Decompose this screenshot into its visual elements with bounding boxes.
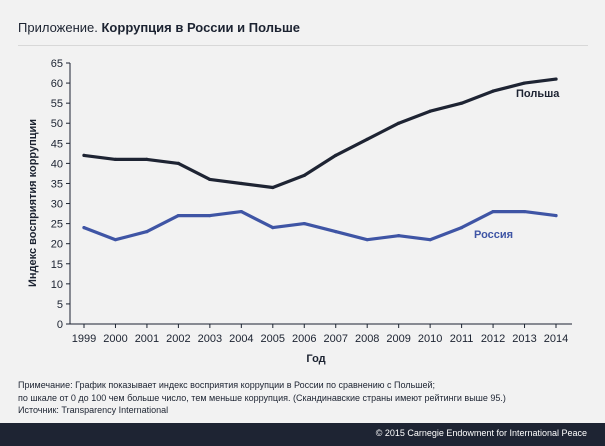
chart-axes xyxy=(69,63,572,325)
series-point xyxy=(145,230,149,234)
series-point xyxy=(113,157,118,161)
series-point xyxy=(554,213,558,218)
y-tick-label: 25 xyxy=(51,219,63,231)
series-point xyxy=(239,181,243,186)
x-tick-label: 2002 xyxy=(166,333,190,345)
x-axis-ticks: 1999 2000 2001 2002 2003 2004 2005 2006 2007 2008… xyxy=(72,324,568,345)
y-tick-label: 0 xyxy=(57,319,63,331)
series-point xyxy=(460,226,464,230)
chart-series: Польша Россия xyxy=(82,77,560,242)
series-label: Польша xyxy=(516,88,560,100)
x-tick-label: 2014 xyxy=(544,333,568,345)
y-tick-label: 50 xyxy=(51,118,63,130)
series-point xyxy=(460,101,464,105)
x-tick-label: 2001 xyxy=(135,333,159,345)
series-line xyxy=(82,77,558,190)
y-tick-label: 20 xyxy=(51,239,63,251)
series-point xyxy=(491,209,495,214)
x-tick-label: 2012 xyxy=(481,333,505,345)
y-tick-label: 5 xyxy=(57,299,63,311)
series-point xyxy=(113,238,118,242)
series-point xyxy=(82,153,86,157)
chart-header: Приложение. Коррупция в России и Польше xyxy=(18,12,588,46)
series-point xyxy=(334,153,338,157)
series-point xyxy=(302,173,306,178)
y-tick-label: 45 xyxy=(51,138,63,150)
x-tick-label: 2000 xyxy=(103,333,127,345)
title-main: Коррупция в России и Польше xyxy=(101,20,301,35)
x-tick-label: 1999 xyxy=(72,333,96,345)
series-point xyxy=(239,209,243,214)
note-line-2: по шкале от 0 до 100 чем больше число, т… xyxy=(18,392,506,403)
y-axis-ticks: 0 5 10 15 20 25 30 35 40 45 50 55 60 65 xyxy=(51,58,70,331)
copyright-text: © 2015 Carnegie Endowment for Internatio… xyxy=(375,428,587,438)
series-point xyxy=(176,161,180,165)
series-point xyxy=(428,238,432,242)
line-chart: 0 5 10 15 20 25 30 35 40 45 50 55 60 65 1999 2000 2001 2… xyxy=(27,58,572,365)
series-point xyxy=(82,226,86,230)
note-line-1: Примечание: График показывает индекс вос… xyxy=(18,380,436,390)
series-point xyxy=(145,157,149,161)
series-point xyxy=(176,213,180,218)
series-point xyxy=(302,222,306,226)
x-tick-label: 2008 xyxy=(355,333,379,345)
title-prefix: Приложение. xyxy=(18,20,98,35)
series-point xyxy=(271,226,275,230)
series-label: Россия xyxy=(474,229,513,241)
series-point xyxy=(208,177,212,182)
series-line xyxy=(82,210,558,242)
x-tick-label: 2007 xyxy=(323,333,347,345)
series-point xyxy=(428,109,432,113)
chart-title: Приложение. Коррупция в России и Польше xyxy=(18,20,300,35)
series-point xyxy=(397,234,401,238)
x-axis-title: Год xyxy=(306,353,325,365)
chart-notes: Примечание: График показывает индекс вос… xyxy=(18,379,598,417)
x-tick-label: 2004 xyxy=(229,333,253,345)
series-point xyxy=(365,137,369,141)
series-point xyxy=(522,209,527,214)
y-tick-label: 30 xyxy=(51,199,63,211)
y-axis-title: Индекс восприятия коррупции xyxy=(27,119,39,287)
y-tick-label: 10 xyxy=(51,279,63,291)
series-point xyxy=(334,230,338,234)
footer-bar: © 2015 Carnegie Endowment for Internatio… xyxy=(0,423,605,446)
series-point xyxy=(554,77,558,81)
x-tick-label: 2010 xyxy=(418,333,442,345)
x-tick-label: 2011 xyxy=(450,333,474,345)
x-tick-label: 2009 xyxy=(386,333,410,345)
y-tick-label: 15 xyxy=(51,259,63,271)
y-tick-label: 65 xyxy=(51,58,63,70)
y-tick-label: 40 xyxy=(51,158,63,170)
x-tick-label: 2006 xyxy=(292,333,316,345)
series-point xyxy=(397,121,401,125)
x-tick-label: 2013 xyxy=(512,333,536,345)
y-tick-label: 35 xyxy=(51,178,63,190)
series-point xyxy=(522,81,527,85)
series-point xyxy=(208,213,212,218)
series-point xyxy=(271,185,275,190)
source-line: Источник: Transparency International xyxy=(18,405,169,415)
y-tick-label: 60 xyxy=(51,78,63,90)
x-tick-label: 2003 xyxy=(198,333,222,345)
series-point xyxy=(491,89,495,93)
x-tick-label: 2005 xyxy=(261,333,285,345)
y-tick-label: 55 xyxy=(51,98,63,110)
series-point xyxy=(365,238,369,242)
